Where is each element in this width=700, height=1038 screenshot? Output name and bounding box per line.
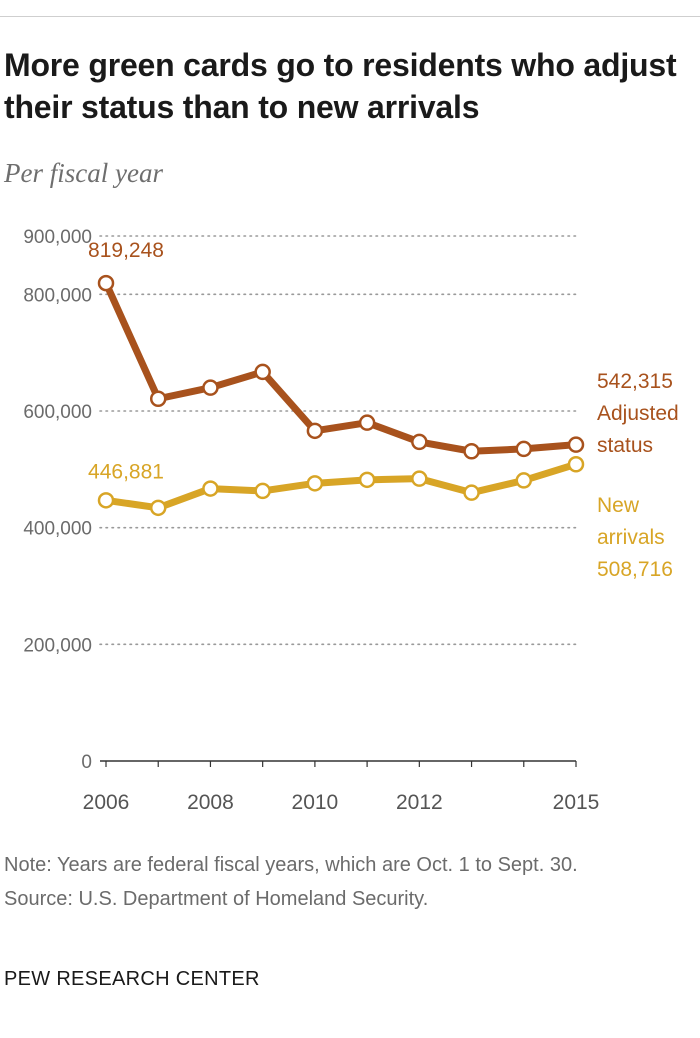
chart-note: Note: Years are federal fiscal years, wh…	[4, 854, 578, 876]
x-tick-label: 2010	[292, 791, 339, 814]
adjusted-status-point	[202, 379, 219, 396]
adjusted-status-point	[567, 436, 585, 453]
adjusted-status-line	[102, 279, 580, 455]
x-tick-label: 2008	[187, 791, 234, 814]
adjusted-series-label-line2: status	[597, 434, 653, 457]
top-rule	[0, 16, 700, 17]
new-arrivals-point	[358, 471, 376, 489]
new-arrivals-series-label-line1: New	[597, 494, 640, 517]
adjusted-status-point	[97, 274, 115, 292]
line-chart: 0 200,000 400,000 600,000 800,000 900,000 2006…	[23, 227, 679, 814]
adjusted-status-point	[149, 390, 167, 407]
adjusted-start-value-label: 819,248	[88, 239, 164, 262]
y-tick-label: 0	[81, 752, 92, 773]
adjusted-status-point	[254, 363, 271, 381]
new-arrivals-point	[254, 482, 271, 500]
adjusted-end-value-label: 542,315	[597, 370, 673, 393]
new-arrivals-point	[411, 470, 428, 487]
new-arrivals-point	[463, 484, 480, 501]
new-arrivals-point	[515, 472, 533, 489]
x-tick-label: 2012	[396, 791, 443, 814]
chart-subtitle: Per fiscal year	[4, 158, 163, 188]
new-arrivals-point	[149, 499, 167, 517]
adjusted-status-point	[358, 414, 376, 431]
new-arrivals-point	[97, 492, 115, 509]
adjusted-status-point	[411, 433, 428, 451]
new-arrivals-start-value-label: 446,881	[88, 460, 164, 483]
new-arrivals-point	[567, 455, 585, 473]
y-tick-label: 900,000	[23, 227, 92, 248]
label-layer: 819,248 446,881 542,315 Adjusted status New ar…	[88, 239, 679, 581]
chart-note-block: Note: Years are federal fiscal years, wh…	[4, 848, 684, 916]
chart-source: Source: U.S. Department of Homeland Secu…	[4, 888, 429, 910]
grid-layer: 0 200,000 400,000 600,000 800,000 900,000 2006…	[23, 227, 599, 814]
new-arrivals-point	[202, 480, 219, 497]
x-tick-label: 2006	[83, 791, 130, 814]
adjusted-status-point	[306, 422, 324, 440]
chart-title: More green cards go to residents who adj…	[4, 47, 677, 125]
y-tick-label: 200,000	[23, 635, 92, 656]
x-tick-label: 2015	[553, 791, 600, 814]
footer-brand: PEW RESEARCH CENTER	[4, 968, 260, 990]
point-layer	[97, 274, 585, 517]
new-arrivals-end-value-label: 508,716	[597, 558, 673, 581]
y-tick-label: 600,000	[23, 402, 92, 423]
y-tick-label: 800,000	[23, 285, 92, 306]
line-layer	[102, 279, 580, 512]
new-arrivals-point	[306, 475, 324, 492]
adjusted-status-point	[463, 443, 480, 460]
new-arrivals-series-label-line2: arrivals	[597, 526, 665, 549]
adjusted-series-label-line1: Adjusted	[597, 402, 679, 425]
adjusted-status-point	[515, 440, 533, 458]
new-arrivals-line	[102, 460, 580, 512]
y-tick-label: 400,000	[23, 519, 92, 540]
